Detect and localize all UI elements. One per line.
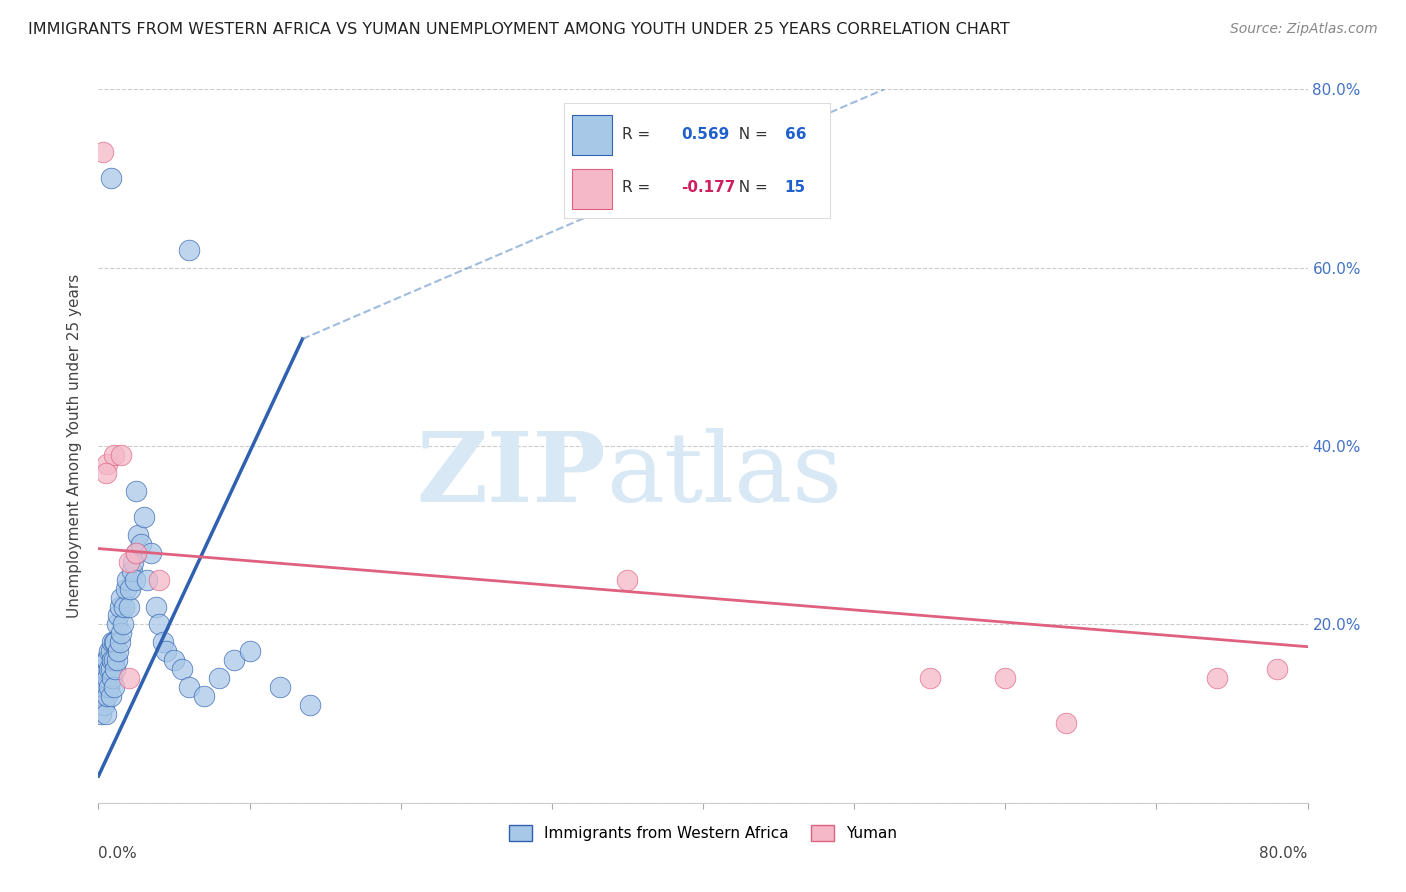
Point [918, 671, 941, 685]
Point [114, 582, 136, 596]
Point [91, 680, 114, 694]
Point [104, 635, 127, 649]
Text: ZIP: ZIP [416, 427, 606, 522]
Point [110, 448, 132, 462]
Point [163, 653, 186, 667]
Point [100, 662, 122, 676]
Point [103, 448, 125, 462]
Text: atlas: atlas [606, 427, 842, 522]
Text: IMMIGRANTS FROM WESTERN AFRICA VS YUMAN UNEMPLOYMENT AMONG YOUTH UNDER 25 YEARS : IMMIGRANTS FROM WESTERN AFRICA VS YUMAN … [28, 22, 1010, 37]
Point [108, 599, 131, 614]
Point [91, 145, 114, 159]
Y-axis label: Unemployment Among Youth under 25 years: Unemployment Among Youth under 25 years [67, 274, 83, 618]
Text: 80.0%: 80.0% [1260, 846, 1308, 861]
Point [96, 457, 118, 471]
Point [96, 653, 118, 667]
Point [104, 662, 127, 676]
Point [93, 698, 115, 712]
Point [148, 617, 170, 632]
Point [170, 662, 193, 676]
Point [112, 599, 135, 614]
Point [118, 599, 141, 614]
Point [124, 573, 146, 587]
Point [100, 689, 122, 703]
Point [90, 706, 112, 721]
Point [125, 483, 148, 498]
Legend: Immigrants from Western Africa, Yuman: Immigrants from Western Africa, Yuman [501, 817, 905, 848]
Point [94, 653, 117, 667]
Point [108, 635, 131, 649]
Point [96, 689, 118, 703]
Point [179, 680, 201, 694]
Point [224, 653, 246, 667]
Point [103, 680, 125, 694]
Point [110, 591, 132, 605]
Text: 0.0%: 0.0% [98, 846, 138, 861]
Point [107, 608, 129, 623]
Point [994, 671, 1017, 685]
Point [98, 680, 121, 694]
Point [105, 653, 128, 667]
Point [94, 662, 117, 676]
Point [125, 546, 148, 560]
Point [193, 689, 215, 703]
Text: Source: ZipAtlas.com: Source: ZipAtlas.com [1230, 22, 1378, 37]
Point [1054, 715, 1077, 730]
Point [179, 243, 201, 257]
Point [96, 671, 118, 685]
Point [91, 689, 114, 703]
Point [101, 671, 124, 685]
Point [127, 528, 149, 542]
Point [94, 466, 117, 480]
Point [101, 653, 124, 667]
Point [125, 546, 148, 560]
Point [101, 635, 124, 649]
Point [135, 573, 157, 587]
Point [103, 635, 125, 649]
Point [155, 644, 177, 658]
Point [239, 644, 262, 658]
Point [111, 617, 134, 632]
Point [141, 546, 163, 560]
Point [145, 599, 167, 614]
Point [148, 573, 170, 587]
Point [110, 626, 132, 640]
Point [122, 555, 145, 569]
Point [94, 680, 117, 694]
Point [118, 671, 141, 685]
Point [121, 564, 143, 578]
Point [103, 653, 125, 667]
Point [115, 573, 138, 587]
Point [299, 698, 322, 712]
Point [118, 555, 141, 569]
Point [100, 171, 122, 186]
Point [120, 582, 142, 596]
Point [616, 573, 638, 587]
Point [152, 635, 174, 649]
Point [208, 671, 231, 685]
Point [98, 644, 121, 658]
Point [132, 510, 155, 524]
Point [93, 662, 115, 676]
Point [107, 644, 129, 658]
Point [100, 644, 122, 658]
Point [98, 662, 121, 676]
Point [129, 537, 152, 551]
Point [93, 671, 115, 685]
Point [1206, 671, 1229, 685]
Point [269, 680, 291, 694]
Point [94, 706, 117, 721]
Point [105, 617, 128, 632]
Point [1267, 662, 1289, 676]
